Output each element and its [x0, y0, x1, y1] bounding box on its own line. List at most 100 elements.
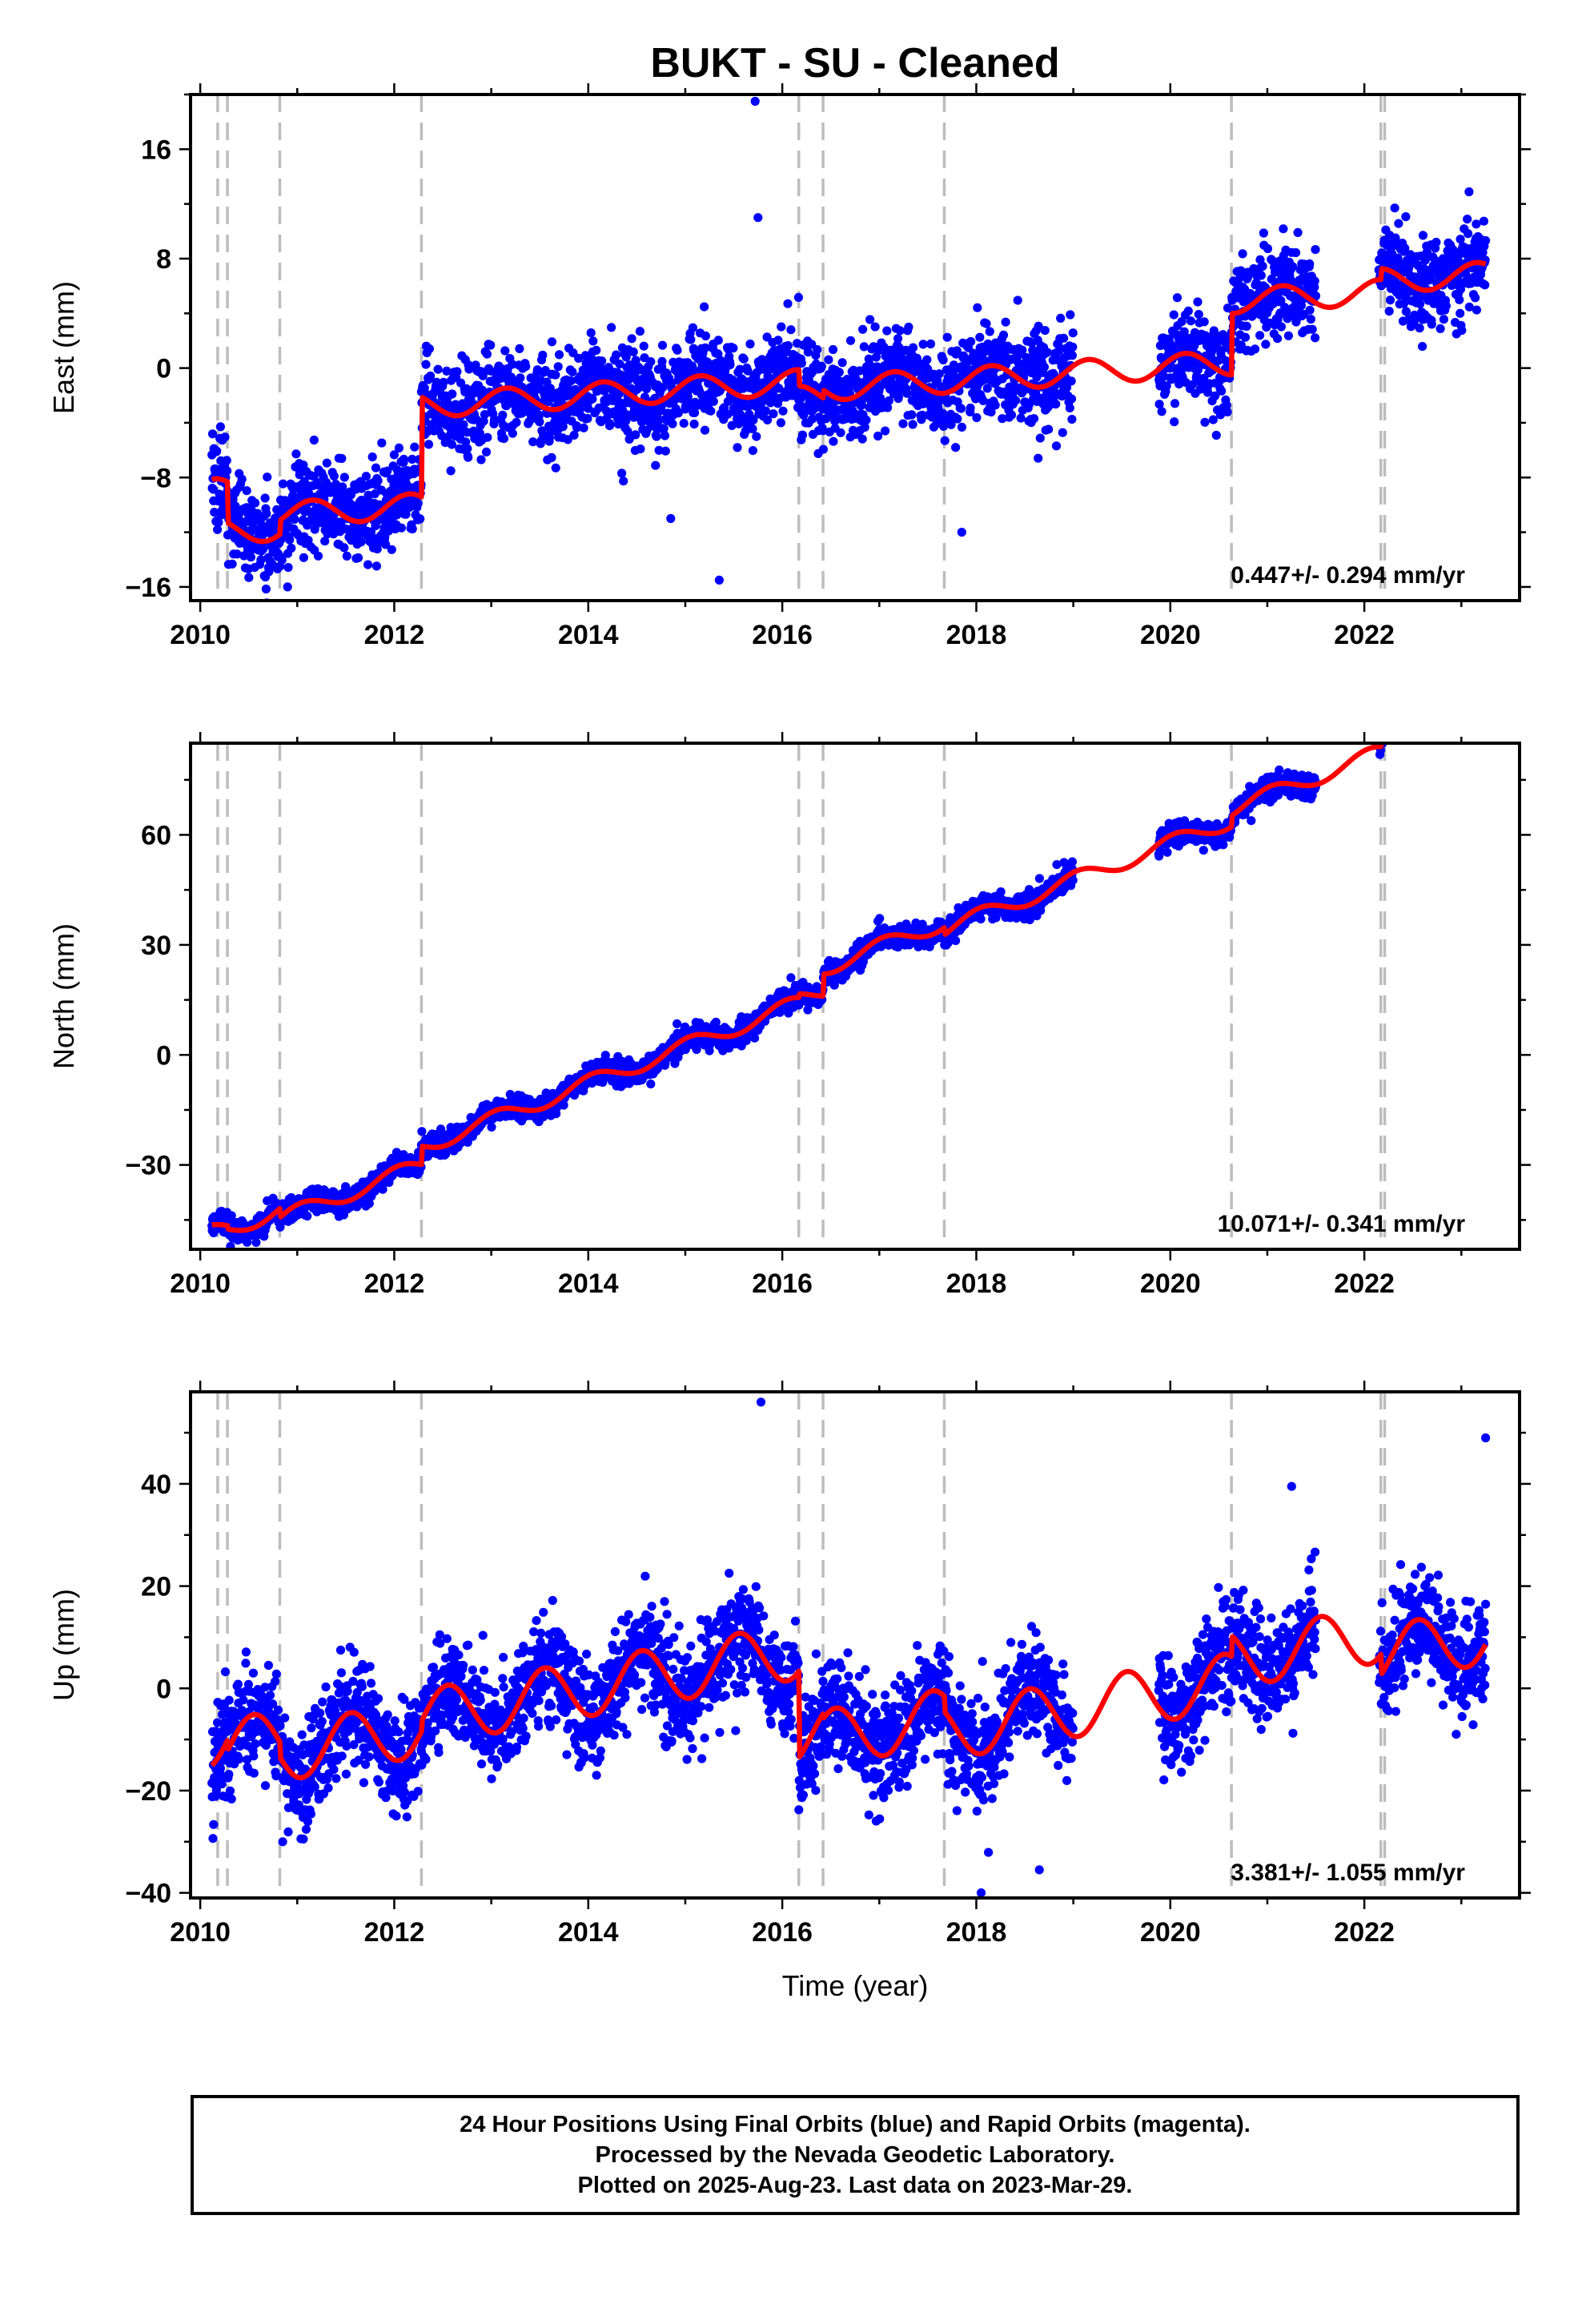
x-tick-label: 2014: [558, 620, 619, 650]
observation-point: [579, 423, 588, 432]
observation-point-outlier: [666, 513, 676, 524]
observation-point: [356, 537, 366, 547]
observation-point: [990, 400, 1000, 410]
observation-point: [952, 346, 962, 356]
observation-point: [1259, 228, 1268, 238]
x-tick-label: 2010: [170, 620, 231, 650]
observation-point: [551, 463, 560, 472]
observation-point: [551, 370, 560, 380]
observation-point: [303, 536, 313, 545]
observation-point: [256, 555, 266, 565]
observation-point: [658, 383, 668, 392]
observation-point: [500, 346, 510, 356]
east-rate-label: 0.447+/- 0.294 mm/yr: [1231, 562, 1465, 589]
observation-point: [1177, 317, 1186, 327]
observation-point: [1211, 391, 1220, 400]
observation-point: [251, 498, 260, 508]
observation-point: [433, 364, 443, 374]
observation-point: [1279, 224, 1288, 234]
observation-point: [1172, 293, 1182, 303]
observation-point: [1305, 305, 1315, 315]
observation-point: [972, 412, 982, 423]
chart-title: BUKT - SU - Cleaned: [650, 40, 1059, 86]
observation-point: [476, 455, 486, 464]
observation-point: [207, 429, 218, 439]
observation-point: [829, 436, 838, 446]
observation-point: [480, 409, 490, 420]
observation-point: [706, 406, 716, 416]
observation-point: [940, 436, 950, 445]
observation-point: [651, 460, 661, 470]
observation-point: [700, 425, 710, 435]
observation-point: [262, 509, 271, 519]
observation-point: [309, 435, 319, 445]
observation-point: [303, 1211, 312, 1221]
observation-point: [1162, 381, 1171, 391]
observation-point: [1068, 342, 1078, 352]
observation-point: [1242, 321, 1251, 331]
observation-point: [998, 330, 1009, 340]
observation-point: [1415, 300, 1425, 309]
y-tick-label: 8: [156, 244, 171, 275]
observation-point: [908, 420, 917, 429]
observation-point: [1306, 315, 1315, 324]
observation-point: [709, 396, 718, 406]
observation-point: [227, 559, 237, 569]
observation-point: [592, 345, 601, 355]
observation-point: [689, 419, 699, 429]
observation-point: [893, 334, 903, 344]
observation-point: [686, 335, 696, 344]
observation-point: [261, 584, 271, 594]
observation-point: [481, 447, 492, 457]
observation-point: [1427, 320, 1436, 329]
observation-point: [1058, 428, 1067, 437]
observation-point: [762, 332, 772, 342]
observation-point: [1256, 271, 1266, 280]
observation-point: [459, 420, 468, 429]
observation-point: [985, 327, 994, 336]
observation-point: [339, 543, 349, 553]
observation-point: [998, 414, 1007, 424]
observation-point: [786, 325, 796, 335]
x-tick-label: 2020: [1140, 620, 1201, 650]
observation-point: [735, 364, 745, 374]
observation-point: [808, 414, 817, 424]
observation-point: [857, 400, 867, 410]
observation-point: [361, 472, 371, 481]
observation-point: [1481, 235, 1491, 246]
observation-point: [1463, 215, 1472, 224]
observation-point: [353, 553, 363, 563]
observation-point: [1066, 376, 1076, 386]
observation-point: [1018, 345, 1027, 355]
observation-point: [524, 416, 534, 427]
observation-point: [597, 356, 607, 366]
observation-point: [836, 428, 845, 437]
observation-point: [1291, 247, 1301, 258]
observation-point: [860, 422, 869, 432]
observation-point: [1040, 326, 1050, 336]
observation-point: [426, 371, 436, 381]
observation-point: [884, 396, 893, 405]
observation-point: [244, 573, 254, 582]
observation-point: [701, 343, 710, 352]
observation-point: [212, 446, 222, 456]
observation-point: [515, 344, 524, 353]
observation-point: [654, 445, 664, 455]
observation-point: [673, 345, 682, 355]
observation-point: [521, 362, 531, 372]
observation-point: [1006, 410, 1017, 420]
observation-point-outlier: [283, 582, 292, 592]
observation-point: [636, 444, 645, 454]
observation-point: [1016, 413, 1026, 423]
observation-point: [690, 408, 700, 417]
observation-point: [370, 489, 379, 499]
observation-point: [1455, 295, 1464, 304]
observation-point: [1243, 271, 1253, 281]
observation-point: [1385, 296, 1395, 305]
observation-point: [535, 417, 544, 427]
observation-point: [797, 358, 806, 368]
observation-point: [1236, 266, 1246, 275]
observation-point: [222, 456, 231, 465]
